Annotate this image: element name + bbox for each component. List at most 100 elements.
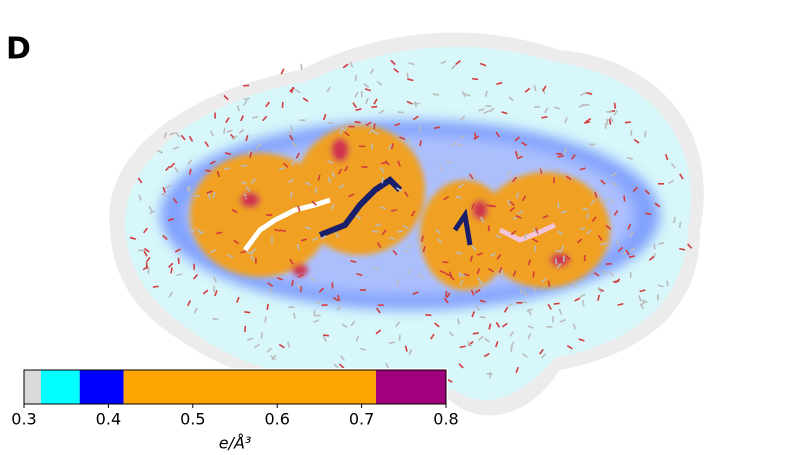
water [509,206,516,212]
water [204,169,211,172]
water [597,234,603,241]
water [443,297,449,304]
water [628,231,635,237]
water [315,300,322,304]
water [585,229,592,235]
water [212,191,216,199]
water [532,238,539,243]
water [300,238,308,242]
water [294,88,301,94]
water [354,75,358,82]
water [356,272,363,277]
water [337,168,343,175]
water [679,247,686,251]
water [554,258,558,265]
water [224,167,231,170]
water [579,293,586,298]
water [291,160,296,167]
water [516,192,520,199]
water [474,288,481,294]
water [578,103,585,108]
water [252,115,259,119]
water [435,228,441,234]
water [478,108,485,112]
water [406,72,409,79]
x-tick-label: 0.8 [433,410,458,429]
water [412,291,419,296]
water [198,230,205,236]
water [187,159,193,166]
water [572,323,577,330]
water [449,275,455,281]
water [244,311,251,314]
water [488,267,494,273]
water [265,101,271,108]
water [406,100,413,105]
water [433,126,440,130]
water [338,363,345,369]
water [288,178,294,184]
water [148,205,153,212]
water [507,199,511,206]
water [172,197,178,204]
water [403,191,409,198]
water [249,151,253,159]
water [226,129,233,133]
water [475,304,481,311]
water [418,125,422,132]
water [443,195,450,201]
water [297,273,304,278]
water [639,289,646,293]
water [478,335,484,341]
water [267,282,274,287]
water [318,287,325,293]
water [632,186,639,193]
water [397,279,400,286]
colorbar-frame [23,369,447,405]
water [364,88,372,92]
color-segment [79,370,124,404]
water [476,268,481,275]
water [489,204,497,208]
water [418,273,424,279]
water [388,341,396,344]
water [302,97,309,103]
water [414,101,418,108]
water [410,210,416,217]
water [142,265,149,271]
water [455,195,462,200]
water [470,203,475,210]
water [187,186,191,193]
water [371,105,378,109]
water [279,229,286,233]
water [625,249,630,256]
water [395,321,401,328]
water [553,106,561,110]
water [564,117,568,124]
water [295,152,300,159]
water [542,85,547,92]
water [498,266,503,273]
water [606,118,609,125]
water [480,205,484,212]
water [597,294,601,301]
water [479,299,486,303]
water [327,176,331,184]
color-segment [123,370,376,404]
water [511,176,518,183]
water [463,273,470,277]
water [209,130,215,137]
water [527,325,534,329]
water [464,93,471,97]
water [334,232,340,238]
water [338,184,345,189]
water [648,255,655,261]
water [243,97,250,101]
water [611,172,618,177]
water [385,362,390,369]
water [149,209,156,215]
water [330,203,335,210]
water [668,179,675,185]
water [580,278,587,281]
